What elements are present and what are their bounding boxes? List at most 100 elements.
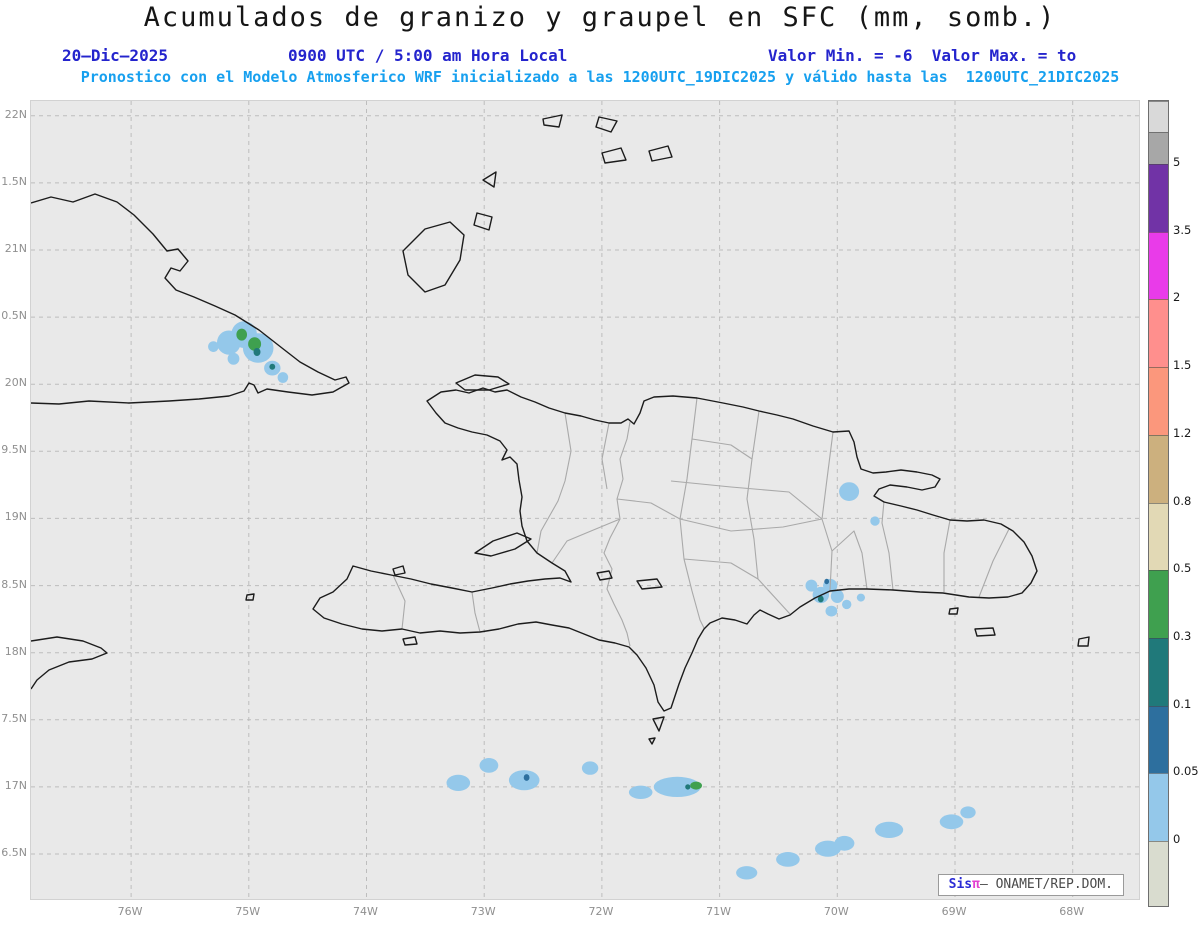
colorbar-segment xyxy=(1149,132,1168,164)
hail-area-level-0 xyxy=(939,814,964,830)
forecast-description: Pronostico con el Modelo Atmosferico WRF… xyxy=(80,68,1120,86)
lat-tick-label: 17N xyxy=(4,778,27,792)
lon-tick-label: 73W xyxy=(470,905,496,918)
colorbar-segment xyxy=(1149,841,1168,906)
lon-tick-label: 75W xyxy=(235,905,261,918)
hail-area-level-0 xyxy=(815,840,841,857)
coastline-hispaniola xyxy=(312,387,1038,712)
hail-shading-layer xyxy=(208,321,976,880)
island-bahamas-1 xyxy=(542,114,563,128)
lat-tick-label: 0.5N xyxy=(1,309,27,323)
colorbar-tick-label: 0 xyxy=(1173,832,1181,846)
hail-area-level-0 xyxy=(856,593,866,602)
lon-tick-label: 72W xyxy=(588,905,614,918)
colorbar-tick-label: 5 xyxy=(1173,155,1181,169)
island-turks-caicos-2 xyxy=(648,145,673,162)
island-alto-velo xyxy=(648,737,656,745)
hail-area-level-0 xyxy=(960,806,976,819)
island-great-inagua xyxy=(402,221,465,293)
colorbar-segment xyxy=(1149,570,1168,638)
lat-tick-label: 19N xyxy=(4,510,27,524)
hail-area-level-0 xyxy=(479,758,499,773)
hail-area-level-0 xyxy=(776,852,800,867)
coastline-cuba xyxy=(31,193,350,405)
lat-tick-label: 1.5N xyxy=(1,174,27,188)
hail-area-level-0 xyxy=(870,516,880,526)
hail-area-level-0 xyxy=(446,774,471,792)
minmax-values-label: Valor Min. = -6 Valor Max. = to xyxy=(768,46,1077,65)
hail-area-level-0 xyxy=(736,866,758,880)
colorbar-tick-label: 3.5 xyxy=(1173,223,1192,237)
lat-tick-label: 9.5N xyxy=(1,443,27,457)
coastlines xyxy=(31,114,1090,745)
colorbar-tick-label: 0.1 xyxy=(1173,697,1192,711)
colorbar-segment xyxy=(1149,101,1168,132)
lon-tick-label: 70W xyxy=(823,905,849,918)
hail-area-level-0 xyxy=(508,770,540,791)
colorbar-tick-label: 1.5 xyxy=(1173,358,1192,372)
hail-area-level-0.3 xyxy=(236,328,247,341)
island-navassa xyxy=(245,593,255,601)
admin-boundaries xyxy=(392,397,1010,647)
lake-enriquillo xyxy=(636,578,663,590)
lake-saumatre xyxy=(596,570,613,581)
lat-tick-label: 6.5N xyxy=(1,846,27,860)
colorbar-segment xyxy=(1149,232,1168,299)
lat-tick-label: 7.5N xyxy=(1,711,27,725)
island-ile-a-vache xyxy=(402,636,418,646)
lon-tick-label: 68W xyxy=(1059,905,1085,918)
lon-tick-label: 76W xyxy=(117,905,143,918)
credit-pi-symbol: π xyxy=(972,877,980,892)
island-beata xyxy=(652,716,665,732)
hail-area-level-0.1 xyxy=(685,784,691,790)
colorbar-segment xyxy=(1149,706,1168,773)
island-little-inagua xyxy=(473,212,493,231)
colorbar-tick-label: 2 xyxy=(1173,290,1181,304)
valid-date-label: 20–Dic–2025 xyxy=(62,46,168,65)
island-catalina xyxy=(948,607,959,615)
map-svg xyxy=(31,101,1139,899)
hail-area-level-0 xyxy=(830,589,844,603)
hail-area-level-0 xyxy=(208,341,219,352)
hail-area-level-0 xyxy=(628,785,653,799)
hail-area-level-0 xyxy=(839,482,860,501)
colorbar-tick-label: 0.5 xyxy=(1173,561,1192,575)
grid-lines xyxy=(31,101,1139,899)
island-saona xyxy=(974,627,996,637)
colorbar-segment xyxy=(1149,638,1168,706)
hail-area-level-0.1 xyxy=(817,595,824,603)
colorbar xyxy=(1148,100,1169,907)
credit-sis-label: Sis xyxy=(948,877,973,892)
lat-tick-label: 18N xyxy=(4,644,27,658)
hail-area-level-0 xyxy=(581,761,599,775)
valid-time-label: 0900 UTC / 5:00 am Hora Local xyxy=(288,46,568,65)
map-canvas: Sisπ– ONAMET/REP.DOM. xyxy=(30,100,1140,900)
hail-area-level-0.05 xyxy=(824,578,830,585)
hail-area-level-0 xyxy=(227,352,240,365)
credit-org-label: – ONAMET/REP.DOM. xyxy=(979,877,1113,892)
hail-area-level-0 xyxy=(653,776,701,798)
hail-area-level-0.3 xyxy=(248,337,262,351)
colorbar-segment xyxy=(1149,503,1168,570)
island-turks-caicos-1 xyxy=(601,147,627,164)
lat-tick-label: 20N xyxy=(4,376,27,390)
colorbar-tick-label: 1.2 xyxy=(1173,426,1192,440)
colorbar-segment xyxy=(1149,435,1168,503)
hail-area-level-0 xyxy=(277,372,289,383)
admin-boundary-lines xyxy=(392,397,1010,647)
colorbar-segment xyxy=(1149,164,1168,232)
hail-area-level-0.05 xyxy=(523,774,530,781)
lon-tick-label: 69W xyxy=(941,905,967,918)
hail-area-level-0 xyxy=(875,821,904,839)
hail-area-level-0.3 xyxy=(690,781,702,790)
colorbar-segment xyxy=(1149,299,1168,367)
colorbar-segment xyxy=(1149,367,1168,435)
hail-area-level-0 xyxy=(834,835,855,851)
page-title: Acumulados de granizo y graupel en SFC (… xyxy=(143,2,1057,33)
coastline-jamaica xyxy=(31,636,108,690)
colorbar-tick-label: 0.3 xyxy=(1173,629,1192,643)
island-cayemite xyxy=(392,565,406,576)
lon-tick-label: 71W xyxy=(706,905,732,918)
island-tortuga xyxy=(455,374,510,391)
